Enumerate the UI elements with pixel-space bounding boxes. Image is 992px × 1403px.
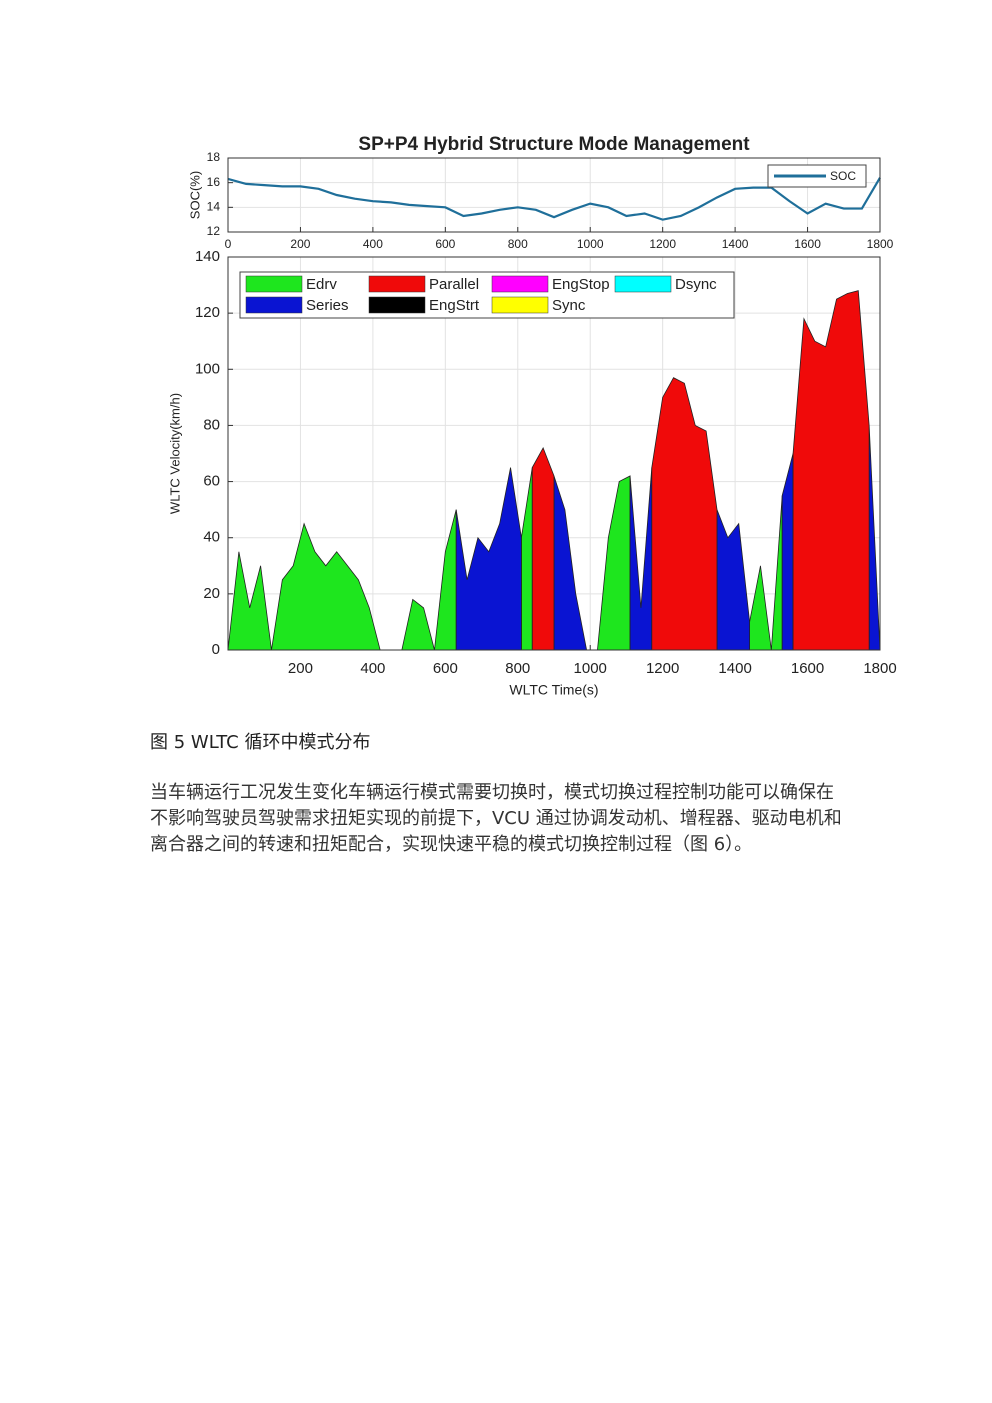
y-tick-label: 18: [207, 150, 221, 164]
x-tick-label: 1400: [722, 237, 749, 251]
chart-title: SP+P4 Hybrid Structure Mode Management: [358, 134, 750, 155]
x-tick-label: 200: [288, 660, 313, 677]
mode-area: [792, 290, 870, 651]
x-tick-label: 200: [290, 237, 310, 251]
x-tick-label: 1800: [863, 660, 896, 677]
x-tick-label: 1800: [867, 237, 894, 251]
y-axis-label: WLTC Velocity(km/h): [167, 393, 182, 514]
legend-label: Dsync: [675, 276, 717, 293]
y-tick-label: 60: [203, 473, 220, 490]
x-tick-label: 600: [433, 660, 458, 677]
paragraph: 当车辆运行工况发生变化车辆运行模式需要切换时，模式切换过程控制功能可以确保在不影…: [150, 782, 842, 855]
y-tick-label: 14: [207, 200, 221, 214]
legend-swatch: [614, 275, 672, 293]
mode-area: [455, 467, 522, 651]
x-tick-label: 600: [435, 237, 455, 251]
y-tick-label: 16: [207, 175, 221, 189]
x-tick-label: 1600: [791, 660, 824, 677]
y-tick-label: 80: [203, 416, 220, 433]
x-tick-label: 400: [363, 237, 383, 251]
y-tick-label: 20: [203, 585, 220, 602]
mode-area: [227, 509, 457, 651]
y-tick-label: 120: [195, 304, 220, 321]
legend-swatch: [368, 275, 426, 293]
y-tick-label: 100: [195, 360, 220, 377]
legend-label: EngStrt: [429, 297, 480, 314]
legend-swatch: [245, 296, 303, 314]
x-tick-label: 400: [360, 660, 385, 677]
y-tick-label: 40: [203, 529, 220, 546]
y-tick-label: 0: [212, 641, 220, 658]
x-axis-label: WLTC Time(s): [509, 682, 598, 698]
legend-swatch: [245, 275, 303, 293]
legend-swatch: [368, 296, 426, 314]
mode-area: [531, 446, 555, 651]
y-tick-label: 140: [195, 248, 220, 265]
legend-label: Series: [306, 297, 349, 314]
x-tick-label: 800: [508, 237, 528, 251]
legend-swatch: [491, 296, 549, 314]
soc-line: [227, 177, 881, 221]
legend-label: SOC: [830, 169, 856, 183]
legend-label: Edrv: [306, 276, 337, 293]
x-tick-label: 0: [225, 237, 232, 251]
x-tick-label: 1600: [794, 237, 821, 251]
x-tick-label: 1400: [718, 660, 751, 677]
x-tick-label: 800: [505, 660, 530, 677]
y-axis-label: SOC(%): [187, 171, 202, 219]
legend-label: EngStop: [552, 276, 610, 293]
legend-label: Sync: [552, 297, 586, 314]
caption: 图 5 WLTC 循环中模式分布: [150, 732, 371, 753]
legend-label: Parallel: [429, 276, 479, 293]
mode-area: [651, 377, 718, 651]
axes-frame: [227, 157, 881, 233]
x-tick-label: 1000: [574, 660, 607, 677]
x-tick-label: 1200: [649, 237, 676, 251]
x-tick-label: 1000: [577, 237, 604, 251]
legend-swatch: [491, 275, 549, 293]
x-tick-label: 1200: [646, 660, 679, 677]
y-tick-label: 12: [207, 224, 221, 238]
axes-frame: [227, 256, 881, 651]
